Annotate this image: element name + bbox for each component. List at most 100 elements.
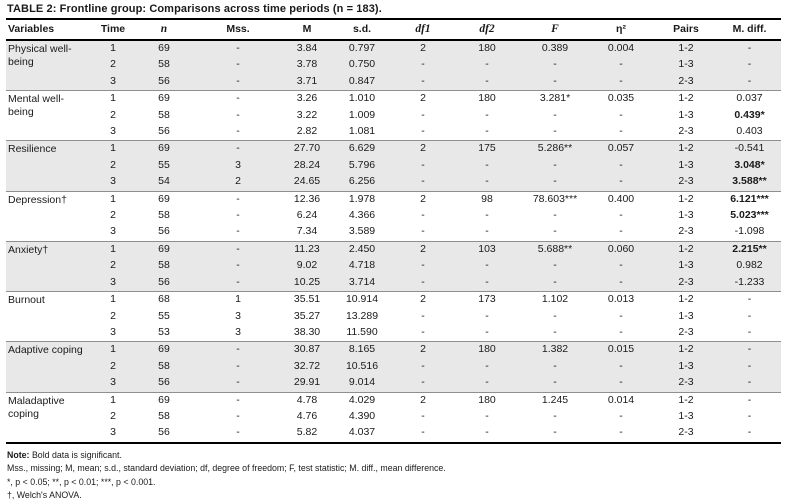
cell-df1: - xyxy=(421,309,425,322)
cell-mss: 1 xyxy=(192,291,284,309)
cell-n: 58 xyxy=(158,58,170,71)
cell-df2: 180 xyxy=(452,90,522,108)
cell-m: 28.24 xyxy=(293,158,321,171)
cell-df1: 2 xyxy=(394,341,452,359)
table-row: Mental well-being 1 69-3.26 1.010 2 180 3.281*… xyxy=(6,90,781,141)
cell-f: - xyxy=(553,359,557,372)
column-header-time: Time xyxy=(90,19,136,41)
cell-sd: 0.750 xyxy=(348,58,376,71)
cell-mdiff: - xyxy=(718,391,781,409)
cell-sd: 0.847 xyxy=(348,74,376,87)
cell-f: - xyxy=(553,125,557,138)
cell-mss: - xyxy=(192,190,284,209)
cell-n: 56 xyxy=(158,376,170,389)
table-row: 3 54 2 24.65 6.256 - - - - 2-3 3.588** xyxy=(6,174,781,192)
cell-f: 78.603*** xyxy=(522,190,588,209)
column-header-mdiff: M. diff. xyxy=(718,19,781,41)
footnote-significance: *, p < 0.05; **, p < 0.01; ***, p < 0.00… xyxy=(7,476,156,487)
cell-n: 56 xyxy=(158,426,170,439)
cell-df1: 2 xyxy=(394,90,452,108)
cell-pairs: 2-3 xyxy=(678,275,694,288)
cell-time: 3 xyxy=(110,426,116,439)
table-row: 2 58 - 3.78 0.750 - - - - 1-3 - xyxy=(6,57,781,74)
column-header-variable: Variables xyxy=(6,19,90,41)
cell-time: 2 xyxy=(110,259,116,272)
table-row: 2 58 - 32.72 10.516 - - - - 1-3 - xyxy=(6,358,781,376)
cell-df2: 180 xyxy=(452,391,522,409)
cell-mdiff: -1.233 xyxy=(734,275,765,288)
cell-time: 3 xyxy=(110,225,116,238)
column-header-eta2: η² xyxy=(588,19,654,41)
table-row: Adaptive coping 1 69-30.87 8.165 2 180 1.382 0.… xyxy=(6,341,781,393)
cell-pairs: 1-3 xyxy=(678,108,694,121)
cell-df2: 175 xyxy=(452,140,522,158)
variable-name: Physical well-being xyxy=(6,39,90,91)
cell-df1: - xyxy=(421,259,425,272)
cell-df1: 2 xyxy=(394,291,452,309)
cell-df1: 2 xyxy=(394,140,452,158)
cell-df2: - xyxy=(485,175,489,188)
cell-pairs: 1-3 xyxy=(678,259,694,272)
cell-sd: 10.914 xyxy=(330,291,394,309)
cell-pairs: 2-3 xyxy=(678,325,694,338)
cell-m: 11.23 xyxy=(284,240,330,259)
cell-m: 30.87 xyxy=(284,341,330,359)
footnote-abbreviations: Mss., missing; M, mean; s.d., standard d… xyxy=(7,463,446,474)
cell-n: 68 xyxy=(136,291,192,309)
cell-sd: 3.714 xyxy=(348,275,376,288)
cell-eta2: - xyxy=(619,325,623,338)
cell-sd: 13.289 xyxy=(345,309,379,322)
cell-f: - xyxy=(553,158,557,171)
cell-pairs: 1-3 xyxy=(678,309,694,322)
cell-pairs: 1-3 xyxy=(678,58,694,71)
table-footnotes: Note: Bold data is significant. Mss., mi… xyxy=(6,444,781,502)
cell-df2: - xyxy=(485,108,489,121)
cell-eta2: - xyxy=(619,376,623,389)
cell-m: 38.30 xyxy=(293,325,321,338)
cell-m: 35.27 xyxy=(293,309,321,322)
cell-mss: - xyxy=(236,125,240,138)
cell-sd: 4.029 xyxy=(330,391,394,409)
cell-pairs: 1-2 xyxy=(654,90,718,108)
cell-mdiff: 5.023*** xyxy=(730,209,769,222)
cell-pairs: 1-3 xyxy=(678,209,694,222)
cell-sd: 1.009 xyxy=(348,108,376,121)
cell-df2: 180 xyxy=(452,39,522,58)
cell-sd: 10.516 xyxy=(345,359,379,372)
cell-mdiff: 0.982 xyxy=(736,259,763,272)
variable-name: Mental well-being xyxy=(6,90,90,141)
cell-sd: 1.081 xyxy=(348,125,376,138)
cell-pairs: 1-2 xyxy=(654,391,718,409)
cell-time: 2 xyxy=(110,209,116,222)
cell-mdiff: -0.541 xyxy=(718,140,781,158)
cell-df1: - xyxy=(421,225,425,238)
cell-f: - xyxy=(553,209,557,222)
cell-df2: - xyxy=(485,225,489,238)
cell-n: 56 xyxy=(158,74,170,87)
cell-eta2: - xyxy=(619,58,623,71)
cell-pairs: 1-2 xyxy=(654,140,718,158)
cell-mdiff: - xyxy=(747,359,752,372)
cell-mdiff: 3.588** xyxy=(732,175,767,188)
table-row: Maladaptive coping 1 69-4.78 4.029 2 180 1.245… xyxy=(6,391,781,443)
cell-eta2: 0.015 xyxy=(588,341,654,359)
cell-pairs: 2-3 xyxy=(678,125,694,138)
cell-m: 2.82 xyxy=(296,125,318,138)
cell-pairs: 2-3 xyxy=(678,74,694,87)
cell-eta2: 0.060 xyxy=(588,240,654,259)
cell-eta2: - xyxy=(619,259,623,272)
column-header-sd: s.d. xyxy=(330,19,394,41)
footnote-note-text: Bold data is significant. xyxy=(31,449,122,460)
variable-name: Adaptive coping xyxy=(6,341,90,393)
cell-m: 35.51 xyxy=(284,291,330,309)
cell-f: 5.688** xyxy=(522,240,588,259)
cell-n: 58 xyxy=(158,409,170,422)
table-row: 3 56 - 2.82 1.081 - - - - 2-3 0.403 xyxy=(6,124,781,141)
footnote-welch: †, Welch's ANOVA. xyxy=(7,489,82,500)
column-header-df2: df2 xyxy=(452,19,522,41)
column-header-f: F xyxy=(522,19,588,41)
cell-eta2: - xyxy=(619,74,623,87)
table-row: 2 58 - 4.76 4.390 - - - - 1-3 - xyxy=(6,409,781,425)
cell-mss: - xyxy=(236,209,240,222)
